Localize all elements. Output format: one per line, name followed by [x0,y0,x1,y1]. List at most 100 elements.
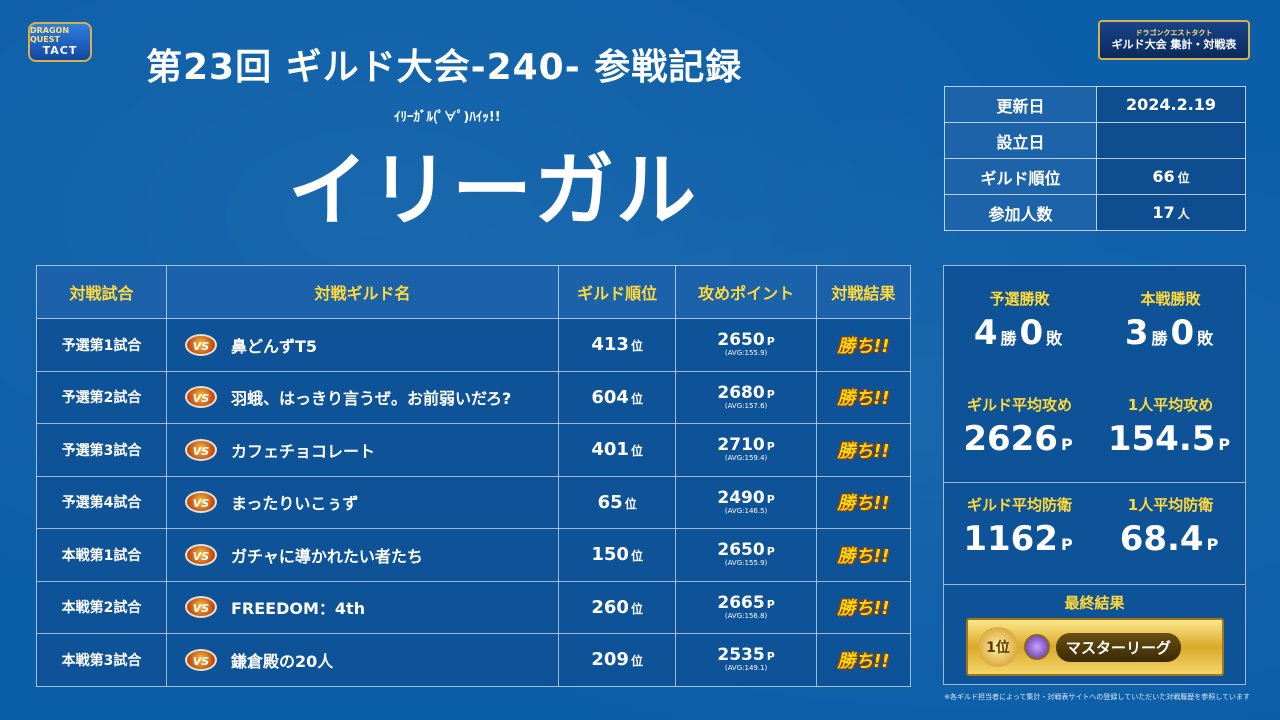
summary-value: 154.5 P [1108,419,1233,459]
opponent-rank: 150 位 [557,528,677,582]
wins-count: 3 [1124,312,1149,353]
info-label: 設立日 [944,122,1097,159]
attack-points: 2535 P (AVG:149.1) [675,633,817,687]
col-rank: ギルド順位 [557,265,677,319]
rank-number: 209 [591,649,629,671]
summary-value: 3 勝0 敗 [1125,313,1216,353]
opponent-rank: 604 位 [557,370,677,424]
footnote: ※各ギルド担当者によって集計・対戦表サイトへの登録していただいた対戦履歴を参照し… [944,693,1250,701]
summary-value: 68.4 P [1120,519,1222,559]
summary-label: 1人平均攻め [1127,395,1214,414]
info-label: ギルド順位 [944,158,1097,195]
vs-emblem-icon: VS [185,596,217,619]
points-number: 2650 [717,540,765,561]
avg-attack-number: 2626 [963,418,1058,459]
opponent-name: まったりいこぅず [231,494,359,514]
opponent-rank: 401 位 [557,423,677,477]
attack-points: 2650 P (AVG:155.9) [675,528,817,582]
info-row-founded: 設立日 [944,122,1246,159]
points-average: (AVG:149.1) [724,664,768,672]
points-unit: P [766,335,775,349]
win-badge: 勝ち!! [837,598,890,620]
points-unit: P [766,597,775,611]
rank-number: 604 [591,386,629,408]
rank-number: 66 [1152,167,1175,186]
summary-label: 本戦勝敗 [1140,289,1201,308]
opponent-name: 鼻どんずT5 [231,336,318,356]
win-badge: 勝ち!! [837,493,890,515]
rank-unit: 位 [630,549,643,564]
rank-number: 150 [591,544,629,566]
pts-unit: P [1060,534,1073,554]
win-badge: 勝ち!! [837,545,890,567]
rank-unit: 位 [630,339,643,354]
points-unit: P [766,650,775,664]
opponent-cell: VS まったりいこぅず [166,475,559,529]
match-table: 対戦試合 対戦ギルド名 ギルド順位 攻めポイント 対戦結果 予選第1試合 VS 鼻… [36,265,912,687]
avg-defense-number: 1162 [963,518,1058,559]
summary-label: 1人平均防衛 [1127,495,1214,514]
pts-unit: P [1206,534,1219,554]
site-logo: ドラゴンクエストタクト ギルド大会 集計・対戦表 [1098,20,1250,60]
match-row: 予選第2試合 VS 羽蛾、はっきり言うぜ。お前弱いだろ? 604 位 2680 P (A… [36,370,912,424]
points-number: 2490 [717,487,765,508]
summary-label: ギルド平均防衛 [966,495,1072,514]
opponent-name: カフェチョコレート [231,441,376,461]
match-result: 勝ち!! [815,633,912,687]
match-table-header: 対戦試合 対戦ギルド名 ギルド順位 攻めポイント 対戦結果 [36,265,912,319]
logo-small-text: DRAGON QUEST [30,26,70,44]
attack-points: 2710 P (AVG:159.4) [675,423,817,477]
rank-number: 401 [591,439,629,461]
info-label: 更新日 [944,86,1097,123]
win-unit: 勝 [1151,328,1168,348]
match-row: 予選第3試合 VS カフェチョコレート 401 位 2710 P (AVG:159.4)… [36,423,912,477]
guild-avg-defense: ギルド平均防衛 1162 P [944,472,1095,580]
vs-emblem-icon: VS [185,543,217,566]
attack-points: 2665 P (AVG:156.8) [675,580,817,634]
site-logo-small: ドラゴンクエストタクト [1135,29,1213,38]
guild-avg-attack: ギルド平均攻め 2626 P [944,372,1095,480]
guild-name: イリーガル [288,144,698,237]
league-emblem-icon [1024,634,1050,660]
col-match: 対戦試合 [36,265,167,319]
summary-label: 予選勝敗 [989,289,1050,308]
rank-number: 260 [591,596,629,618]
points-unit: P [766,492,775,506]
opponent-rank: 65 位 [557,475,677,529]
points-average: (AVG:155.9) [724,349,768,357]
match-label: 予選第3試合 [36,423,167,477]
vs-emblem-icon: VS [185,648,217,671]
members-unit: 人 [1177,207,1190,221]
points-number: 2665 [717,592,765,613]
opponent-name: FREEDOM：4th [231,599,366,619]
rank-unit: 位 [630,391,643,406]
league-name: マスターリーグ [1056,632,1182,662]
vs-emblem-icon: VS [185,333,217,356]
points-number: 2650 [717,330,765,351]
divider [944,584,1245,585]
opponent-name: ガチャに導かれたい者たち [231,546,423,566]
match-label: 予選第4試合 [36,475,167,529]
match-row: 本戦第1試合 VS ガチャに導かれたい者たち 150 位 2650 P (AVG:155… [36,528,912,582]
vs-emblem-icon: VS [185,386,217,409]
final-result-badge: 1位 マスターリーグ [966,618,1224,676]
match-result: 勝ち!! [815,318,912,372]
points-unit: P [766,545,775,559]
match-result: 勝ち!! [815,423,912,477]
opponent-rank: 413 位 [557,318,677,372]
rank-unit: 位 [624,496,637,511]
info-value [1096,122,1246,159]
summary-panel: 予選勝敗 4 勝0 敗 本戦勝敗 3 勝0 敗 ギルド平均攻め 2626 P 1人平均攻め… [943,265,1246,685]
points-average: (AVG:155.9) [724,559,768,567]
pts-unit: P [1060,434,1073,454]
points-number: 2535 [717,645,765,666]
per-defense-number: 68.4 [1119,518,1204,559]
prelim-record: 予選勝敗 4 勝0 敗 [944,266,1095,374]
losses-count: 0 [1170,312,1195,353]
points-average: (AVG:146.5) [724,506,768,515]
win-badge: 勝ち!! [837,388,890,410]
site-logo-main: ギルド大会 集計・対戦表 [1111,37,1237,51]
attack-points: 2650 P (AVG:155.9) [675,318,817,372]
vs-emblem-icon: VS [185,491,217,514]
per-member-defense: 1人平均防衛 68.4 P [1095,472,1246,580]
